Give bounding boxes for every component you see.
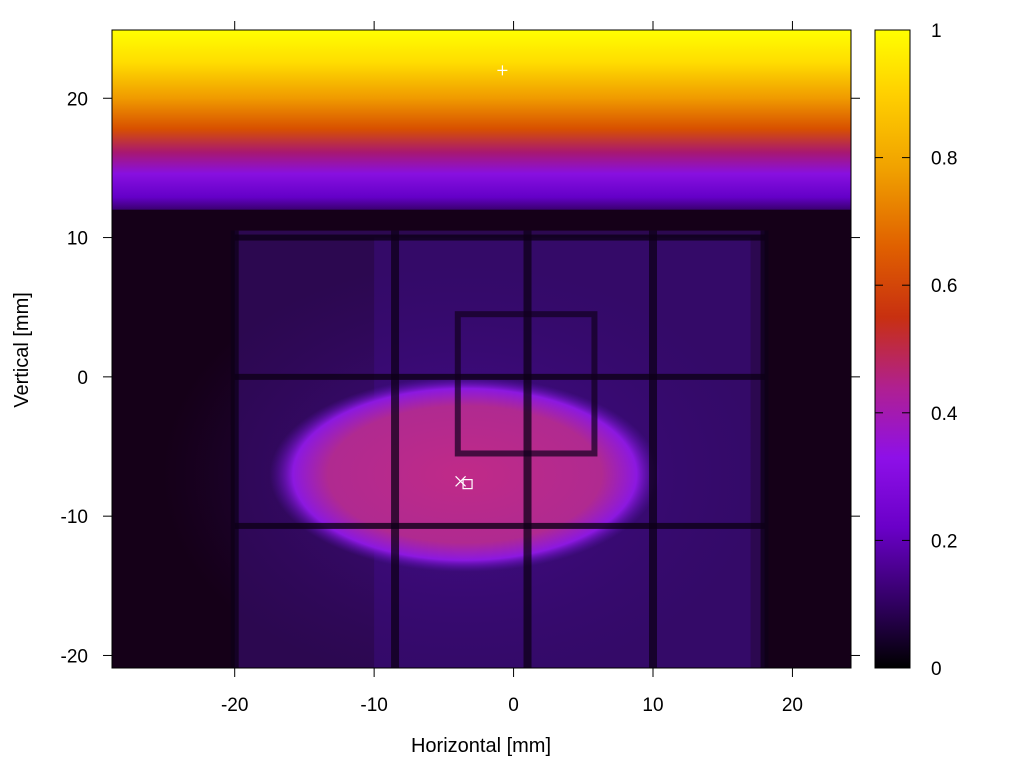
marker-plus — [497, 65, 508, 76]
x-tick-label: 0 — [508, 695, 519, 716]
plot-frame — [111, 29, 852, 669]
colorbar-tick-label: 1 — [931, 21, 942, 42]
x-tick-label: -20 — [221, 695, 248, 716]
marker-cross — [455, 475, 467, 487]
y-tick-label: -20 — [61, 646, 88, 667]
y-axis: -20 -10 0 10 20 — [61, 89, 860, 667]
heatmap-plot-area — [112, 30, 851, 668]
plot-border — [111, 29, 852, 669]
beam-spot — [269, 376, 660, 572]
grid-line-horizontal — [234, 522, 765, 529]
colorbar-gradient — [874, 29, 911, 669]
x-tick-label: 10 — [642, 695, 663, 716]
grid-line-vertical — [391, 230, 400, 668]
y-axis-title: Vertical [mm] — [11, 292, 33, 408]
x-tick-label: -10 — [360, 695, 387, 716]
colorbar-tick-label: 0.6 — [931, 276, 957, 297]
colorbar-tick-label: 0.8 — [931, 149, 957, 170]
x-axis-title: Horizontal [mm] — [411, 735, 551, 757]
y-tick-label: -10 — [61, 507, 88, 528]
grid-line-horizontal — [234, 373, 765, 380]
colorbar-tick-label: 0.4 — [931, 404, 958, 425]
grid-line-vertical — [230, 230, 239, 668]
grid-line-vertical — [760, 230, 769, 668]
grid-line-vertical — [649, 230, 658, 668]
top-band — [112, 30, 851, 210]
x-axis: -20 -10 0 10 20 — [221, 21, 803, 716]
grid-line-horizontal — [234, 234, 765, 241]
inner-box — [454, 311, 598, 457]
x-tick-label: 20 — [782, 695, 803, 716]
y-tick-label: 0 — [77, 368, 88, 389]
y-tick-label: 10 — [67, 229, 88, 250]
colorbar-tick-label: 0.2 — [931, 531, 957, 552]
grid-line-vertical — [523, 230, 532, 668]
colorbar-tick-label: 0 — [931, 659, 942, 680]
y-tick-label: 20 — [67, 89, 88, 110]
colorbar: 0 0.2 0.4 0.6 0.8 1 — [874, 21, 958, 680]
marker-square — [462, 479, 473, 490]
